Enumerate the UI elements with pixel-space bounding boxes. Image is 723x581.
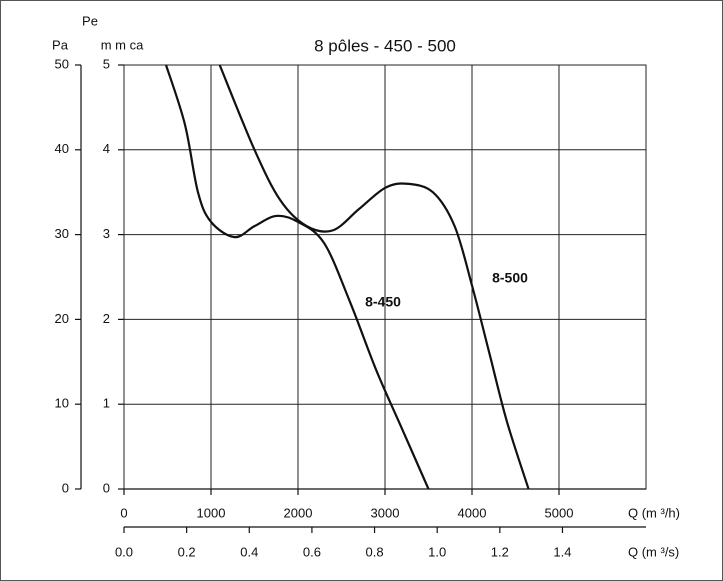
x-tick-label: 1000 bbox=[197, 505, 226, 520]
x2-tick-label: 0.6 bbox=[303, 544, 321, 559]
curve-label: 8-450 bbox=[365, 294, 401, 310]
x-tick-label: 3000 bbox=[371, 505, 400, 520]
y-tick-label: 0 bbox=[62, 480, 69, 495]
x2-tick-label: 0.8 bbox=[366, 544, 384, 559]
x2-axis-label: Q (m ³/s) bbox=[628, 544, 679, 559]
y2-tick-label: 1 bbox=[103, 396, 110, 411]
x2-tick-label: 0.0 bbox=[115, 544, 133, 559]
curve bbox=[164, 64, 430, 490]
x-tick-label: 5000 bbox=[545, 505, 574, 520]
y2-tick-label: 5 bbox=[103, 56, 110, 71]
y2-axis-label: m m ca bbox=[101, 37, 144, 52]
y-tick-label: 20 bbox=[55, 311, 69, 326]
curve-label: 8-500 bbox=[492, 270, 528, 286]
y2-tick-label: 4 bbox=[103, 141, 110, 156]
x-tick-label: 0 bbox=[120, 505, 127, 520]
y2-tick-label: 2 bbox=[103, 311, 110, 326]
y-axis-label: Pa bbox=[52, 37, 69, 52]
x-tick-label: 2000 bbox=[284, 505, 313, 520]
x2-tick-label: 1.2 bbox=[491, 544, 509, 559]
y2-tick-label: 0 bbox=[103, 480, 110, 495]
x2-tick-label: 0.4 bbox=[240, 544, 258, 559]
curve bbox=[218, 64, 530, 490]
y-tick-label: 50 bbox=[55, 56, 69, 71]
chart-title: 8 pôles - 450 - 500 bbox=[314, 36, 456, 55]
x2-tick-label: 0.2 bbox=[178, 544, 196, 559]
y-tick-label: 30 bbox=[55, 226, 69, 241]
y2-axis-label-top: Pe bbox=[82, 13, 98, 28]
x-tick-label: 4000 bbox=[458, 505, 487, 520]
y-tick-label: 10 bbox=[55, 396, 69, 411]
x2-tick-label: 1.0 bbox=[428, 544, 446, 559]
x-axis-label: Q (m ³/h) bbox=[628, 505, 680, 520]
y2-tick-label: 3 bbox=[103, 226, 110, 241]
x2-tick-label: 1.4 bbox=[553, 544, 571, 559]
y-tick-label: 40 bbox=[55, 141, 69, 156]
